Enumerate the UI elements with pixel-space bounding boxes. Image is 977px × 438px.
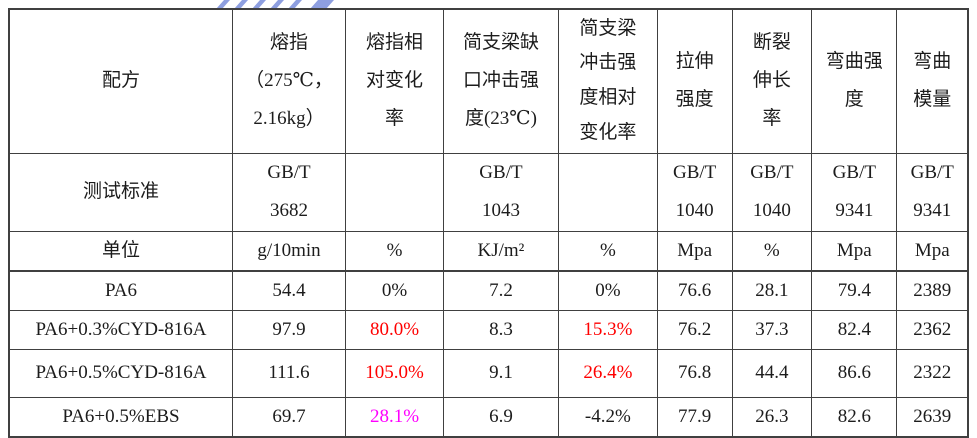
value-cell: 26.4%: [557, 348, 658, 398]
value-cell: 15.3%: [557, 309, 658, 350]
column-header: 简支梁缺 口冲击强 度(23℃): [442, 8, 559, 154]
value-cell: GB/T 1040: [656, 152, 733, 232]
value-cell: GB/T 1040: [731, 152, 813, 232]
value-cell: 76.2: [656, 309, 733, 350]
table-row: PA6+0.3%CYD-816A 97.9 80.0% 8.3 15.3% 76.2 37.…: [8, 309, 969, 350]
value-cell: 28.1%: [345, 396, 444, 438]
value-cell: 9.1: [442, 348, 559, 398]
value-cell: Mpa: [811, 230, 898, 272]
value-cell: 2362: [896, 309, 969, 350]
column-header: 断裂 伸长 率: [731, 8, 813, 154]
row-label: PA6: [8, 270, 233, 311]
value-cell: Mpa: [656, 230, 733, 272]
table-row: PA6+0.5%CYD-816A 111.6 105.0% 9.1 26.4% 76.8 4…: [8, 348, 969, 398]
value-cell: 6.9: [442, 396, 559, 438]
value-cell: 54.4: [231, 270, 347, 311]
value-cell: GB/T 1043: [442, 152, 559, 232]
column-header: 简支梁 冲击强 度相对 变化率: [557, 8, 658, 154]
value-cell: 28.1: [731, 270, 813, 311]
column-header: 熔指相 对变化 率: [345, 8, 444, 154]
value-cell: 37.3: [731, 309, 813, 350]
value-cell: %: [557, 230, 658, 272]
value-cell: 86.6: [811, 348, 898, 398]
value-cell: 2389: [896, 270, 969, 311]
value-cell: 76.6: [656, 270, 733, 311]
row-label: PA6+0.5%CYD-816A: [8, 348, 233, 398]
value-cell: -4.2%: [557, 396, 658, 438]
value-cell: g/10min: [231, 230, 347, 272]
value-cell: 2639: [896, 396, 969, 438]
row-label: PA6+0.5%EBS: [8, 396, 233, 438]
value-cell: 111.6: [231, 348, 347, 398]
value-cell: 0%: [345, 270, 444, 311]
watermark-top-fragment: [216, 0, 334, 9]
table-row: 单位 g/10min% KJ/m²% Mpa% Mpa Mpa: [8, 230, 969, 272]
value-cell: 79.4: [811, 270, 898, 311]
value-cell: 80.0%: [345, 309, 444, 350]
value-cell: 76.8: [656, 348, 733, 398]
value-cell: 7.2: [442, 270, 559, 311]
row-label: 单位: [8, 230, 233, 272]
value-cell: %: [345, 230, 444, 272]
table-row: PA6+0.5%EBS 69.7 28.1% 6.9 -4.2% 77.9 26.3 82.6…: [8, 396, 969, 438]
table-row: 测试标准 GB/T 3682 GB/T 1043 GB/T 1040 GB/T 1040…: [8, 152, 969, 232]
value-cell: GB/T 9341: [811, 152, 898, 232]
column-header: 弯曲强 度: [811, 8, 898, 154]
value-cell: GB/T 9341: [896, 152, 969, 232]
value-cell: KJ/m²: [442, 230, 559, 272]
value-cell: Mpa: [896, 230, 969, 272]
value-cell: 97.9: [231, 309, 347, 350]
value-cell: 26.3: [731, 396, 813, 438]
column-header-formula: 配方: [8, 8, 233, 154]
column-header: 拉伸 强度: [656, 8, 733, 154]
table-header-row: 配方 熔指 （275℃， 2.16kg） 熔指相 对变化 率简支梁缺 口冲击强 度(…: [8, 8, 969, 154]
value-cell: 105.0%: [345, 348, 444, 398]
value-cell: [557, 152, 658, 232]
row-label: 测试标准: [8, 152, 233, 232]
value-cell: 69.7: [231, 396, 347, 438]
value-cell: [345, 152, 444, 232]
value-cell: 44.4: [731, 348, 813, 398]
value-cell: 77.9: [656, 396, 733, 438]
material-test-table: 配方 熔指 （275℃， 2.16kg） 熔指相 对变化 率简支梁缺 口冲击强 度(…: [8, 8, 969, 438]
value-cell: 82.4: [811, 309, 898, 350]
value-cell: 2322: [896, 348, 969, 398]
value-cell: GB/T 3682: [231, 152, 347, 232]
column-header: 熔指 （275℃， 2.16kg）: [231, 8, 347, 154]
table-row: PA6 54.4 0% 7.2 0% 76.6 28.1 79.4 2389: [8, 270, 969, 311]
column-header: 弯曲 模量: [896, 8, 969, 154]
value-cell: %: [731, 230, 813, 272]
value-cell: 8.3: [442, 309, 559, 350]
value-cell: 82.6: [811, 396, 898, 438]
value-cell: 0%: [557, 270, 658, 311]
row-label: PA6+0.3%CYD-816A: [8, 309, 233, 350]
